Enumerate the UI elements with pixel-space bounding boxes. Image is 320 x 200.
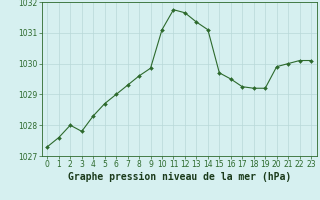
X-axis label: Graphe pression niveau de la mer (hPa): Graphe pression niveau de la mer (hPa) [68,172,291,182]
